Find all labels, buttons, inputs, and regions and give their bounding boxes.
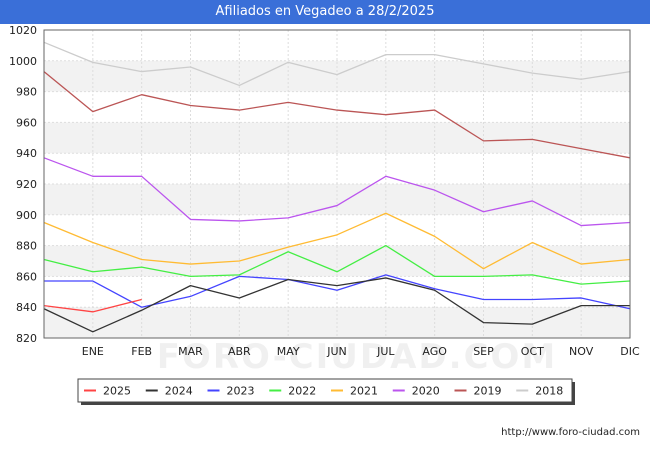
series-line-2025	[43, 298, 142, 313]
footer-url[interactable]: http://www.foro-ciudad.com	[501, 427, 640, 438]
watermark-text: FORO-CIUDAD.COM	[157, 337, 558, 377]
legend-box	[77, 378, 573, 403]
legend-label-2024: 2024	[165, 385, 193, 398]
legend-label-2023: 2023	[227, 385, 255, 398]
series-line-2021	[43, 212, 631, 270]
x-tick-label: ENE	[82, 345, 104, 358]
series-line-2024	[43, 277, 630, 333]
legend-label-2020: 2020	[412, 385, 440, 398]
legend-label-2018: 2018	[535, 385, 563, 398]
series-line-2022	[43, 244, 631, 285]
x-tick-label: FEB	[131, 345, 152, 358]
x-tick-label: AGO	[422, 345, 447, 358]
plot-border	[43, 29, 631, 339]
y-tick-label: 900	[16, 209, 37, 222]
x-tick-label: SEP	[473, 345, 494, 358]
y-tick-label: 960	[16, 116, 37, 129]
chart-title: Afiliados en Vegadeo a 28/2/2025	[0, 0, 650, 24]
legend-label-2019: 2019	[474, 385, 502, 398]
series-line-2023	[44, 274, 631, 310]
x-tick-label: OCT	[521, 345, 544, 358]
series-line-2019	[43, 71, 631, 159]
y-tick-label: 820	[16, 332, 37, 345]
x-tick-label: ABR	[228, 345, 251, 358]
y-tick-label: 860	[16, 270, 37, 283]
legend-label-2025: 2025	[103, 385, 131, 398]
y-tick-label: 980	[16, 86, 37, 99]
y-tick-label: 940	[16, 147, 37, 160]
series-line-2018	[43, 41, 631, 87]
x-tick-label: DIC	[620, 345, 640, 358]
y-tick-label: 880	[16, 240, 37, 253]
y-tick-label: 920	[16, 178, 37, 191]
legend-label-2022: 2022	[288, 385, 316, 398]
y-tick-label: 1000	[9, 55, 37, 68]
x-tick-label: MAR	[178, 345, 203, 358]
x-tick-label: JUL	[376, 345, 395, 358]
series-line-2020	[43, 157, 631, 227]
x-tick-label: NOV	[569, 345, 594, 358]
x-tick-label: MAY	[277, 345, 300, 358]
x-tick-label: JUN	[326, 345, 347, 358]
y-tick-label: 840	[16, 301, 37, 314]
legend-label-2021: 2021	[350, 385, 378, 398]
y-tick-label: 1020	[9, 24, 37, 37]
